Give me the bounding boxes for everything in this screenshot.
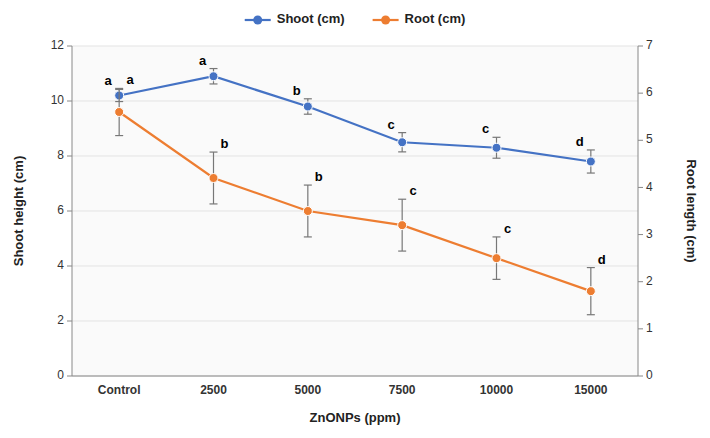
tick-label: Control <box>98 383 141 397</box>
tick-label: 1 <box>646 321 653 335</box>
tick-label: 2500 <box>200 383 227 397</box>
tick-label: 5000 <box>294 383 321 397</box>
tick-mark <box>67 211 72 212</box>
tick-label: 6 <box>646 85 653 99</box>
marker <box>303 207 312 216</box>
legend: Shoot (cm) Root (cm) <box>245 11 466 26</box>
tick-label: 15000 <box>574 383 608 397</box>
tick-mark <box>67 266 72 267</box>
axis-line <box>72 46 73 376</box>
tick-mark <box>67 321 72 322</box>
tick-label: 4 <box>646 180 653 194</box>
error-bar <box>304 99 312 114</box>
tick-label: 0 <box>646 368 653 382</box>
marker <box>303 102 312 111</box>
tick-mark <box>67 156 72 157</box>
annotation: a <box>127 72 135 87</box>
chart: 02468101201234567Control2500500075001000… <box>0 0 710 438</box>
tick-mark <box>638 234 643 235</box>
grid-line <box>72 211 638 212</box>
marker <box>492 254 501 263</box>
error-bar <box>115 88 123 135</box>
grid-line <box>72 321 638 322</box>
annotations: aabccdabbccd <box>105 53 606 267</box>
error-bar <box>398 133 406 152</box>
grid-line <box>72 376 638 377</box>
error-bar <box>587 150 595 173</box>
marker <box>398 221 407 230</box>
line <box>119 112 591 291</box>
legend-label: Shoot (cm) <box>277 11 345 26</box>
axis-title: ZnONPs (ppm) <box>310 410 401 425</box>
tick-label: 5 <box>646 132 653 146</box>
tick-label: 12 <box>51 38 65 52</box>
error-bar <box>587 268 595 315</box>
tick-mark <box>638 281 643 282</box>
axis-title: Root length (cm) <box>684 159 699 262</box>
legend-item: Shoot (cm) <box>245 11 345 26</box>
marker <box>586 287 595 296</box>
axis-line <box>638 46 639 376</box>
annotation: b <box>315 169 323 184</box>
annotation: c <box>388 117 395 132</box>
axis-title: Shoot height (cm) <box>11 156 26 267</box>
plot-area <box>72 46 638 376</box>
tick-mark <box>638 46 643 47</box>
legend-swatch <box>253 16 262 25</box>
marker <box>209 174 218 183</box>
axis-line <box>72 376 638 377</box>
annotation: c <box>504 221 511 236</box>
data-layer <box>115 69 596 315</box>
error-bar <box>210 152 218 204</box>
tick-mark <box>638 328 643 329</box>
tick-mark <box>638 93 643 94</box>
axes: 02468101201234567Control2500500075001000… <box>51 38 653 397</box>
marker <box>492 143 501 152</box>
tick-label: 3 <box>646 227 653 241</box>
grid-line <box>72 46 638 47</box>
grid-line <box>72 101 638 102</box>
annotation: d <box>598 252 606 267</box>
annotation: c <box>410 183 417 198</box>
tick-label: 8 <box>57 148 64 162</box>
tick-label: 4 <box>57 258 64 272</box>
annotation: c <box>482 121 489 136</box>
annotation: b <box>221 136 229 151</box>
marker <box>115 108 124 117</box>
legend-item: Root (cm) <box>373 11 466 26</box>
tick-mark <box>638 140 643 141</box>
marker <box>398 138 407 147</box>
error-bar <box>304 185 312 237</box>
tick-label: 0 <box>57 368 64 382</box>
line <box>119 76 591 161</box>
tick-label: 2 <box>646 274 653 288</box>
tick-label: 7500 <box>389 383 416 397</box>
marker <box>209 72 218 81</box>
tick-mark <box>67 46 72 47</box>
legend-swatch <box>381 16 390 25</box>
error-bar <box>210 69 218 84</box>
annotation: a <box>199 53 207 68</box>
annotation: b <box>293 83 301 98</box>
error-bar <box>493 237 501 279</box>
tick-mark <box>67 101 72 102</box>
legend-label: Root (cm) <box>405 11 466 26</box>
annotation: d <box>576 134 584 149</box>
error-bar <box>398 199 406 251</box>
tick-label: 2 <box>57 313 64 327</box>
tick-label: 10000 <box>480 383 514 397</box>
tick-label: 6 <box>57 203 64 217</box>
tick-label: 7 <box>646 38 653 52</box>
grid-line <box>72 266 638 267</box>
error-bar <box>493 137 501 158</box>
annotation: a <box>105 73 113 88</box>
marker <box>586 157 595 166</box>
tick-mark <box>638 376 643 377</box>
tick-mark <box>67 376 72 377</box>
tick-mark <box>638 187 643 188</box>
tick-label: 10 <box>51 93 65 107</box>
